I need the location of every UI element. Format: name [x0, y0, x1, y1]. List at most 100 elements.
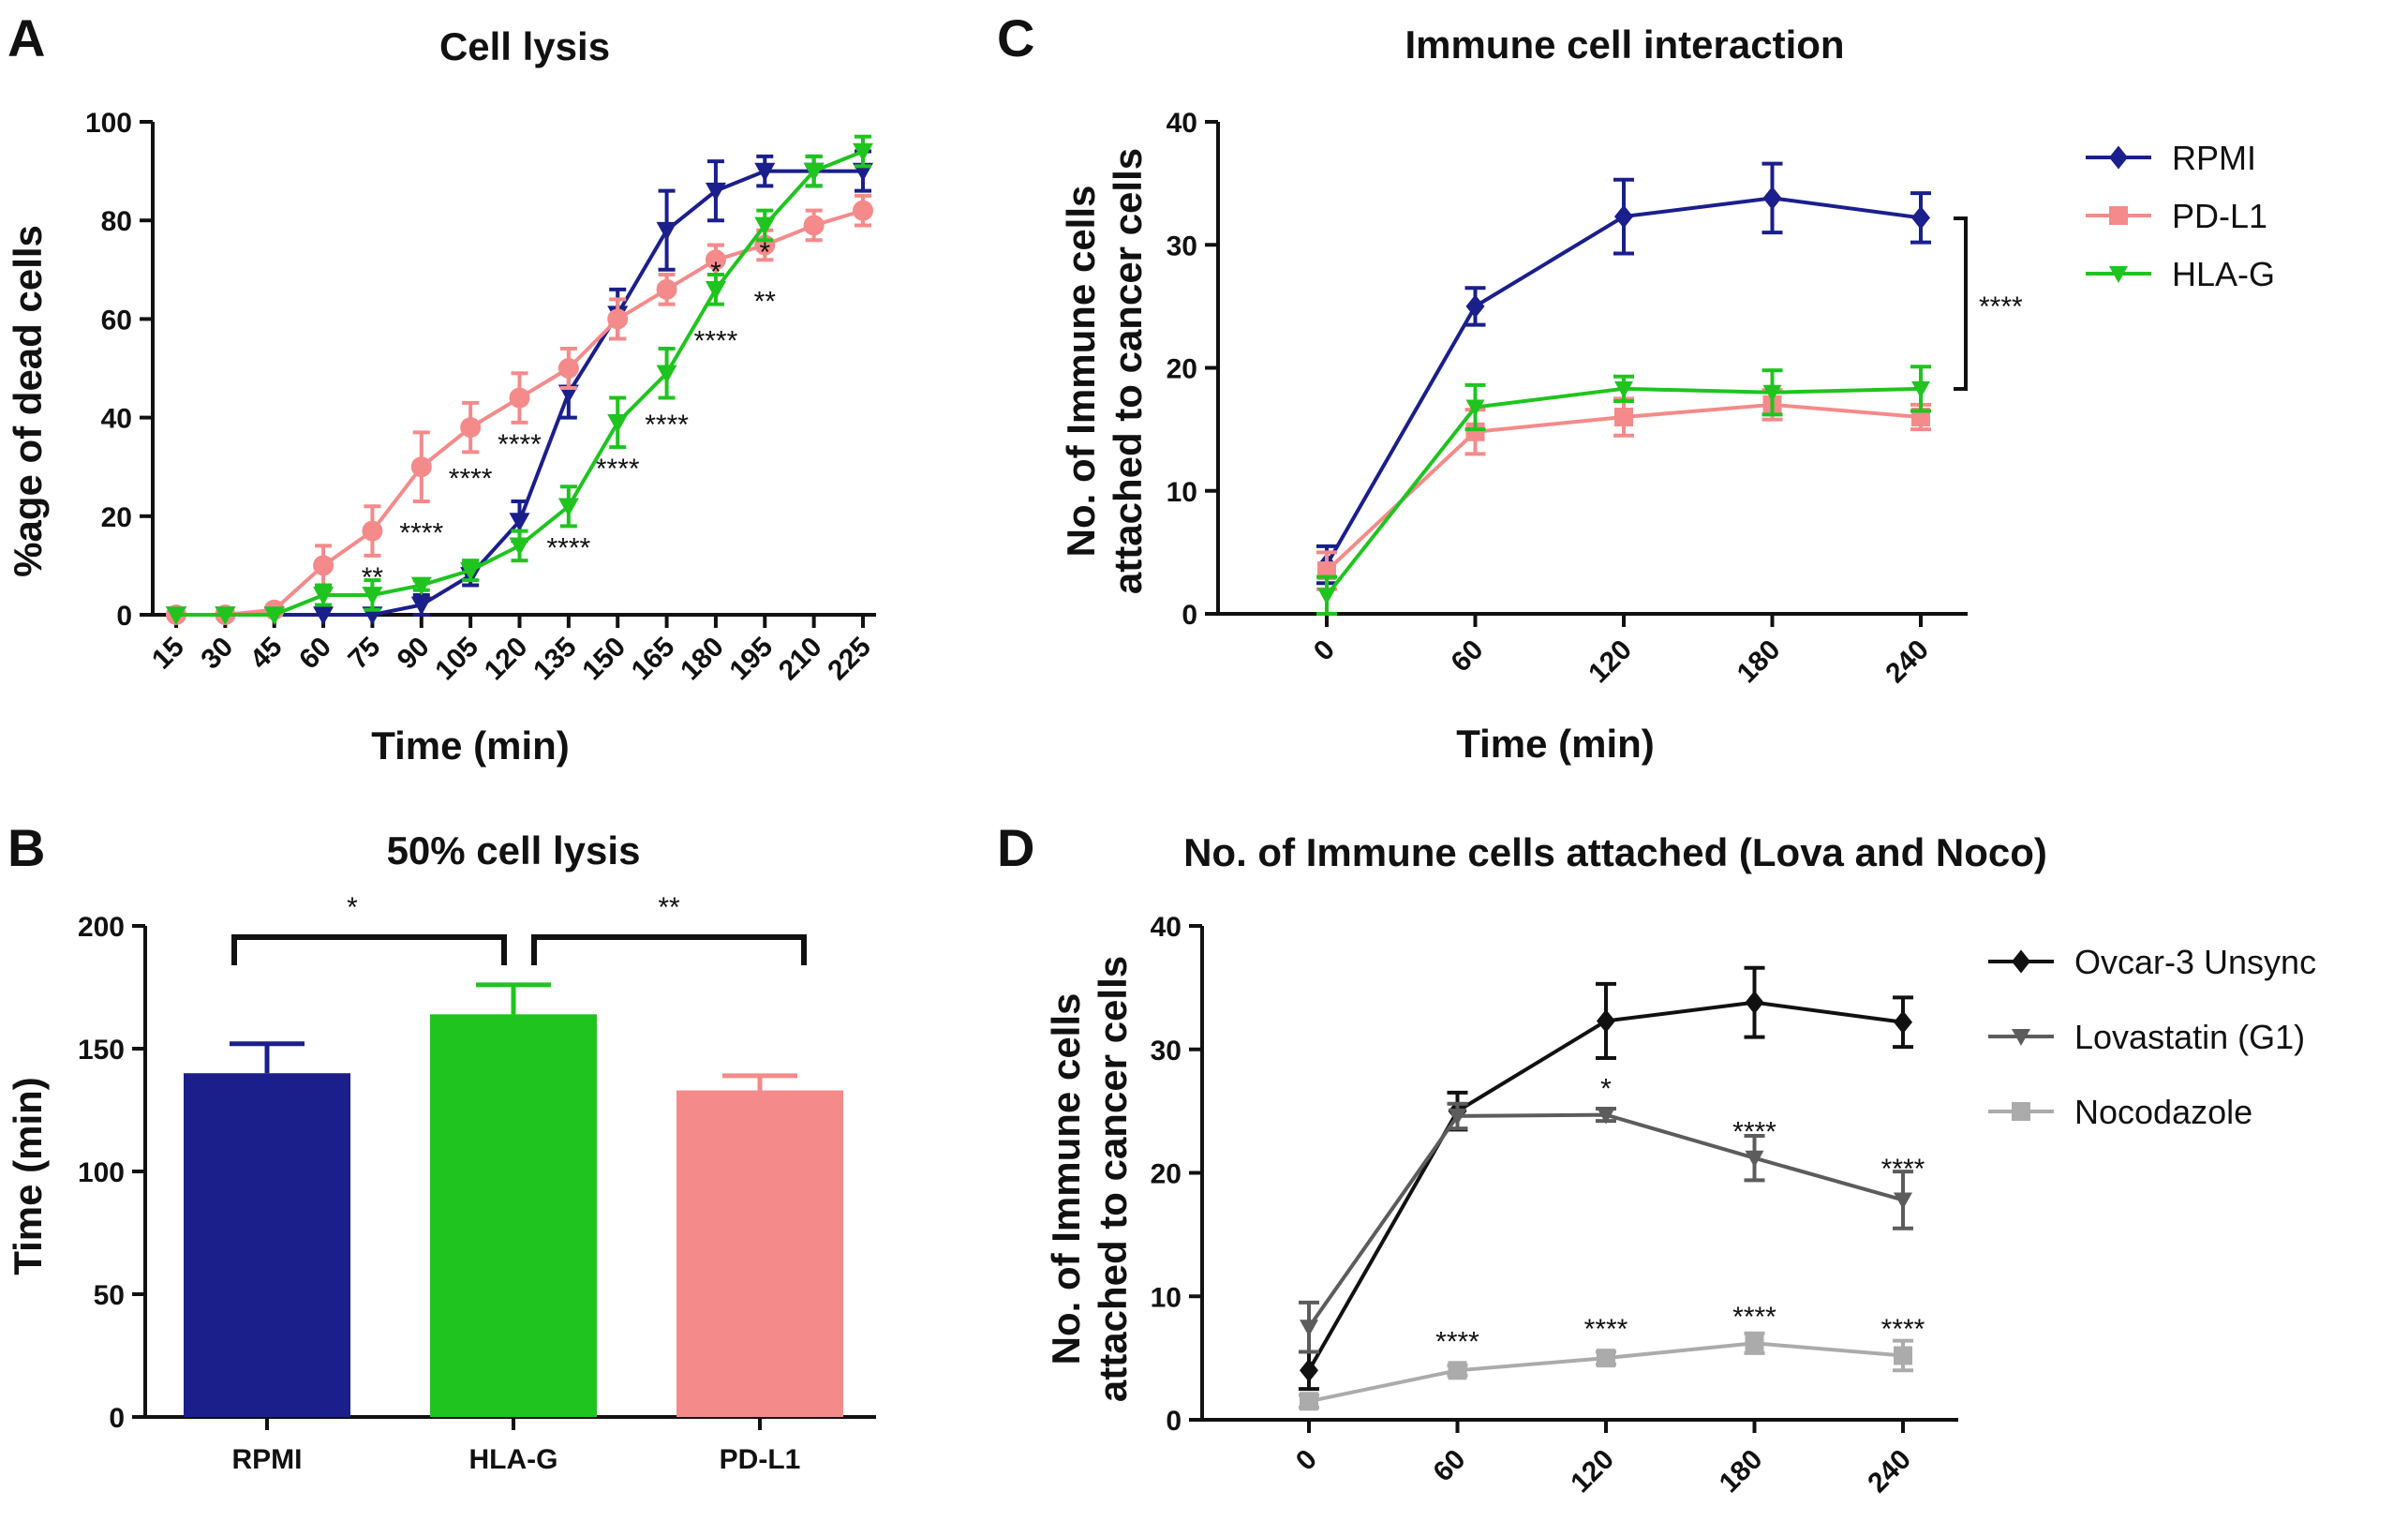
- panel-a-significance-label: ****: [547, 532, 591, 563]
- panel-b-x-tick-label: HLA-G: [469, 1444, 558, 1475]
- panel-a-data-point-hlag: [410, 576, 432, 596]
- panel-d-x-tick-label: 240: [1862, 1444, 1917, 1499]
- panel-d-y-axis-label-line1: No. of Immune cells: [1044, 993, 1088, 1365]
- panel-c-title: Immune cell interaction: [1405, 22, 1844, 67]
- panel-c-data-point-hlag: [1614, 380, 1633, 398]
- panel-c-x-tick-label: 60: [1446, 634, 1490, 678]
- panel-a-data-point-pdl1: [705, 249, 726, 271]
- panel-c-data-point-pdl1: [1614, 408, 1633, 426]
- panel-c-plot: 0 10 20 30 40 0 60 120 180 240 **** RPMI PD-L1 HLA-G: [1167, 108, 2275, 689]
- panel-d-data-point-unsync: [1300, 1358, 1318, 1382]
- panel-d-legend-label: Lovastatin (G1): [2074, 1018, 2305, 1056]
- panel-d-y-tick-label: 20: [1151, 1159, 1182, 1190]
- panel-d-data-point-noco: [1894, 1346, 1912, 1365]
- panel-b-bar-group-hla-g: [430, 982, 597, 1417]
- panel-c-data-point-hlag: [1762, 384, 1782, 402]
- panel-d-data-point-noco: [1745, 1334, 1764, 1353]
- panel-a-x-tick-label: 135: [528, 632, 583, 687]
- panel-d-legend-swatch-marker: [2012, 949, 2030, 974]
- panel-c-series-rpmi: [1316, 161, 1931, 586]
- panel-a-data-point-hlag: [607, 414, 629, 433]
- panel-a-data-point-hlag: [166, 606, 186, 625]
- panel-d-significance-label: ****: [1435, 1326, 1479, 1357]
- panel-c-legend-swatch-marker: [2109, 266, 2128, 283]
- panel-a-x-tick-label: 105: [429, 632, 484, 687]
- panel-a-significance-label: **: [362, 562, 384, 593]
- panel-d-y-tick-label: 10: [1151, 1282, 1182, 1313]
- panel-d-series-lova: [1299, 1101, 1913, 1354]
- panel-d-data-point-lova: [1300, 1320, 1318, 1337]
- panel-c-y-tick-label: 30: [1167, 231, 1197, 261]
- panel-c-significance-label: ****: [1979, 291, 2023, 322]
- panel-d-legend-item-unsync: Ovcar-3 Unsync: [1988, 943, 2316, 981]
- panel-a-series-hlag: [166, 134, 873, 625]
- panel-a-x-tick-label: 15: [146, 632, 190, 676]
- panel-a-data-point-hlag: [509, 537, 530, 557]
- panel-d-significance-label: ****: [1732, 1302, 1776, 1333]
- panel-a-data-point-rpmi: [705, 182, 726, 201]
- panel-a-data-point-hlag: [263, 606, 285, 625]
- panel-d-data-point-lova: [1597, 1107, 1615, 1125]
- panel-d-legend-label: Nocodazole: [2074, 1093, 2252, 1131]
- panel-a-data-point-pdl1: [607, 308, 629, 330]
- panel-d-data-point-unsync: [1597, 1008, 1615, 1033]
- panel-b-bar-group-rpmi: [184, 1041, 350, 1417]
- panel-d-data-point-unsync: [1894, 1010, 1912, 1035]
- panel-c-x-axis-label: Time (min): [1456, 722, 1655, 766]
- panel-b-x-tick-label: RPMI: [232, 1444, 303, 1475]
- panel-b-significance-label: **: [658, 892, 680, 923]
- panel-a-data-point-pdl1: [362, 520, 383, 542]
- panel-a-data-point-pdl1: [656, 278, 677, 300]
- panel-a-y-tick-label: 40: [101, 404, 132, 435]
- panel-a-y-axis-label: %age of dead cells: [6, 225, 50, 577]
- panel-c-legend-label: PD-L1: [2172, 197, 2267, 235]
- panel-c-legend-label: HLA-G: [2172, 255, 2275, 293]
- panel-a-data-point-pdl1: [460, 417, 482, 439]
- panel-d-y-tick-label: 30: [1151, 1036, 1182, 1066]
- panel-a-title: Cell lysis: [439, 24, 610, 68]
- panel-d-data-point-unsync: [1745, 991, 1764, 1015]
- panel-d-y-axis-label-line2: attached to cancer cells: [1091, 956, 1135, 1402]
- panel-c: C Immune cell interaction No. of Immune …: [997, 8, 2275, 766]
- panel-a-data-point-hlag: [460, 561, 482, 581]
- panel-c-letter: C: [997, 8, 1034, 67]
- panel-a-x-tick-label: 75: [342, 632, 386, 676]
- panel-b-significance-bracket: [231, 934, 507, 965]
- panel-d-y-tick-label: 40: [1151, 912, 1182, 943]
- panel-a-data-point-rpmi: [754, 162, 776, 182]
- panel-a-x-tick-label: 120: [479, 632, 534, 687]
- panel-a-significance-label: ****: [596, 454, 640, 485]
- panel-a-data-point-hlag: [853, 142, 873, 162]
- panel-b-y-tick-label: 50: [94, 1280, 125, 1311]
- panel-c-data-point-hlag: [1465, 399, 1485, 417]
- panel-c-y-tick-label: 40: [1167, 108, 1197, 139]
- panel-d-legend-label: Ovcar-3 Unsync: [2074, 943, 2316, 981]
- panel-b-y-tick-label: 100: [78, 1157, 125, 1188]
- panel-d-series-line-lova: [1307, 1112, 1904, 1329]
- panel-a-significance-label: ****: [645, 410, 689, 440]
- panel-d-x-tick-label: 120: [1565, 1444, 1620, 1499]
- panel-d-significance-label: *: [1600, 1073, 1612, 1104]
- panel-a-x-tick-label: 60: [293, 632, 337, 676]
- panel-a-significance-label: *: [759, 237, 770, 268]
- panel-d-series-noco: [1299, 1331, 1913, 1411]
- panel-b-y-tick-label: 150: [78, 1035, 125, 1066]
- panel-b-bar-group-pd-l1: [676, 1073, 843, 1417]
- panel-a-y-tick-label: 60: [101, 305, 132, 336]
- panel-a-data-point-pdl1: [853, 200, 873, 221]
- panel-d-data-point-noco: [1597, 1349, 1615, 1368]
- panel-a-significance-label: ****: [449, 464, 493, 495]
- panel-b-bar-pd-l1: [676, 1090, 843, 1417]
- panel-c-significance-bracket: [1954, 216, 1968, 391]
- panel-b-significance-label: *: [347, 892, 358, 923]
- panel-d-data-point-lova: [1448, 1108, 1467, 1126]
- panel-c-legend-item-pdl1: PD-L1: [2086, 197, 2267, 235]
- panel-d-significance-label: ****: [1881, 1154, 1925, 1185]
- panel-a-x-tick-label: 180: [675, 632, 730, 687]
- panel-a-significance-label: ****: [399, 518, 443, 549]
- panel-b-title: 50% cell lysis: [387, 828, 641, 872]
- panel-d-x-tick-label: 0: [1290, 1444, 1323, 1477]
